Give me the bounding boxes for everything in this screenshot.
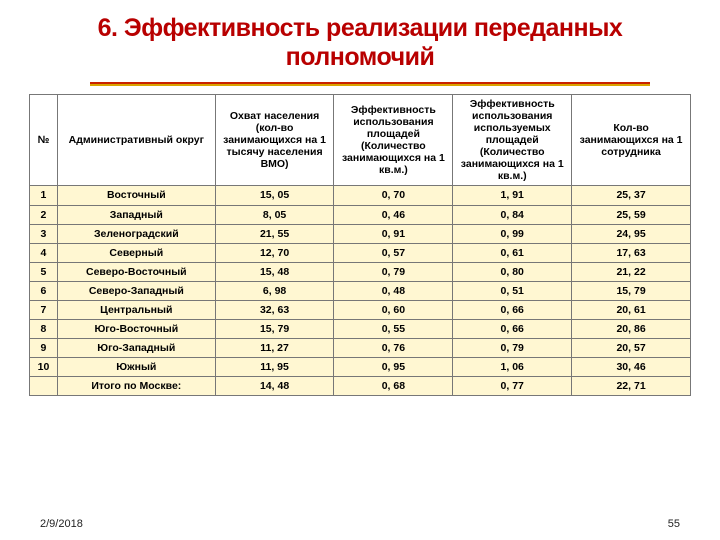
cell-value: 0, 99 [453, 224, 572, 243]
page-title: 6. Эффективность реализации переданных п… [0, 0, 720, 78]
footer-date: 2/9/2018 [40, 518, 83, 530]
table-header: № Административный округ Охват населения… [30, 95, 691, 186]
efficiency-table: № Административный округ Охват населения… [29, 94, 691, 396]
cell-num: 3 [30, 224, 58, 243]
table-row: 7Центральный32, 630, 600, 6620, 61 [30, 300, 691, 319]
cell-num: 6 [30, 281, 58, 300]
cell-num: 5 [30, 262, 58, 281]
total-label: Итого по Москве: [57, 377, 215, 396]
cell-value: 8, 05 [215, 205, 334, 224]
total-value: 0, 77 [453, 377, 572, 396]
cell-name: Северный [57, 243, 215, 262]
col-header-eff2: Эффективность использования используемых… [453, 95, 572, 186]
col-header-num: № [30, 95, 58, 186]
total-value: 14, 48 [215, 377, 334, 396]
col-header-staff: Кол-во занимающихся на 1 сотрудника [572, 95, 691, 186]
cell-num: 2 [30, 205, 58, 224]
cell-num: 7 [30, 300, 58, 319]
cell-name: Зеленоградский [57, 224, 215, 243]
cell-value: 24, 95 [572, 224, 691, 243]
cell-num: 10 [30, 358, 58, 377]
cell-name: Северо-Восточный [57, 262, 215, 281]
total-value: 22, 71 [572, 377, 691, 396]
cell-value: 11, 27 [215, 338, 334, 357]
col-header-name: Административный округ [57, 95, 215, 186]
cell-value: 17, 63 [572, 243, 691, 262]
cell-value: 15, 48 [215, 262, 334, 281]
cell-value: 25, 59 [572, 205, 691, 224]
cell-value: 0, 57 [334, 243, 453, 262]
cell-value: 0, 91 [334, 224, 453, 243]
table-body: 1Восточный15, 050, 701, 9125, 372Западны… [30, 186, 691, 396]
cell-value: 0, 76 [334, 338, 453, 357]
col-header-cov: Охват населения (кол-во занимающихся на … [215, 95, 334, 186]
cell-value: 12, 70 [215, 243, 334, 262]
cell-value: 25, 37 [572, 186, 691, 205]
total-value [30, 377, 58, 396]
cell-name: Северо-Западный [57, 281, 215, 300]
cell-value: 30, 46 [572, 358, 691, 377]
table-row: 4Северный12, 700, 570, 6117, 63 [30, 243, 691, 262]
cell-value: 21, 55 [215, 224, 334, 243]
cell-value: 0, 61 [453, 243, 572, 262]
cell-num: 8 [30, 319, 58, 338]
cell-value: 0, 60 [334, 300, 453, 319]
cell-value: 0, 80 [453, 262, 572, 281]
footer: 2/9/2018 55 [40, 518, 680, 530]
cell-value: 0, 66 [453, 300, 572, 319]
cell-value: 1, 91 [453, 186, 572, 205]
cell-value: 0, 55 [334, 319, 453, 338]
cell-value: 20, 86 [572, 319, 691, 338]
cell-num: 9 [30, 338, 58, 357]
cell-name: Восточный [57, 186, 215, 205]
cell-value: 15, 79 [572, 281, 691, 300]
cell-num: 1 [30, 186, 58, 205]
cell-value: 0, 95 [334, 358, 453, 377]
table-row: 1Восточный15, 050, 701, 9125, 37 [30, 186, 691, 205]
cell-value: 15, 79 [215, 319, 334, 338]
cell-value: 20, 61 [572, 300, 691, 319]
table-row: 2Западный8, 050, 460, 8425, 59 [30, 205, 691, 224]
table-row: 6Северо-Западный6, 980, 480, 5115, 79 [30, 281, 691, 300]
cell-value: 0, 79 [453, 338, 572, 357]
total-value: 0, 68 [334, 377, 453, 396]
table-row: 3Зеленоградский21, 550, 910, 9924, 95 [30, 224, 691, 243]
cell-value: 0, 70 [334, 186, 453, 205]
col-header-eff1: Эффективность использования площадей (Ко… [334, 95, 453, 186]
cell-num: 4 [30, 243, 58, 262]
cell-name: Юго-Восточный [57, 319, 215, 338]
cell-value: 0, 46 [334, 205, 453, 224]
cell-value: 0, 79 [334, 262, 453, 281]
table-row: 10Южный11, 950, 951, 0630, 46 [30, 358, 691, 377]
cell-value: 11, 95 [215, 358, 334, 377]
cell-name: Западный [57, 205, 215, 224]
table-row: 9Юго-Западный11, 270, 760, 7920, 57 [30, 338, 691, 357]
cell-value: 6, 98 [215, 281, 334, 300]
cell-value: 0, 66 [453, 319, 572, 338]
table-row: 8Юго-Восточный15, 790, 550, 6620, 86 [30, 319, 691, 338]
cell-name: Центральный [57, 300, 215, 319]
cell-value: 15, 05 [215, 186, 334, 205]
cell-value: 0, 84 [453, 205, 572, 224]
title-underline-wrap [0, 78, 720, 92]
table-total-row: Итого по Москве:14, 480, 680, 7722, 71 [30, 377, 691, 396]
footer-page: 55 [668, 518, 680, 530]
cell-value: 32, 63 [215, 300, 334, 319]
cell-name: Юго-Западный [57, 338, 215, 357]
title-underline [90, 82, 650, 86]
cell-value: 0, 48 [334, 281, 453, 300]
table-row: 5Северо-Восточный15, 480, 790, 8021, 22 [30, 262, 691, 281]
cell-value: 20, 57 [572, 338, 691, 357]
cell-value: 1, 06 [453, 358, 572, 377]
cell-name: Южный [57, 358, 215, 377]
cell-value: 0, 51 [453, 281, 572, 300]
cell-value: 21, 22 [572, 262, 691, 281]
